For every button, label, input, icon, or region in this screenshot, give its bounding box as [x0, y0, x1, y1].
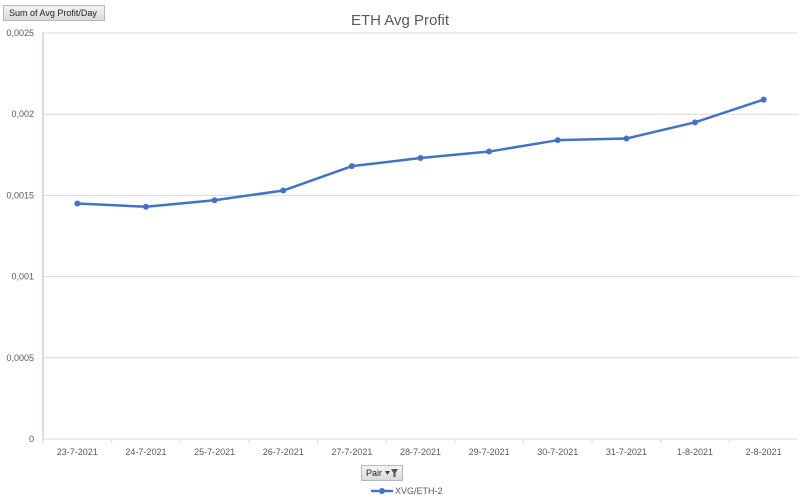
x-tick-label: 29-7-2021 — [469, 447, 510, 457]
data-point — [142, 203, 149, 210]
data-point — [623, 135, 630, 142]
filter-icon — [385, 469, 398, 477]
x-tick-label: 24-7-2021 — [125, 447, 166, 457]
data-point — [74, 200, 81, 207]
x-tick-label: 2-8-2021 — [746, 447, 782, 457]
y-tick-label: 0,002 — [11, 109, 34, 119]
x-axis: 23-7-2021 24-7-2021 25-7-2021 26-7-2021 27-7… — [42, 438, 798, 457]
x-tick-label: 23-7-2021 — [57, 447, 98, 457]
y-tick-label: 0,001 — [11, 272, 34, 282]
x-tick-label: 27-7-2021 — [331, 447, 372, 457]
chart-title: ETH Avg Profit — [350, 12, 450, 29]
x-tick-label: 31-7-2021 — [606, 447, 647, 457]
data-point — [554, 137, 561, 144]
data-point — [348, 163, 355, 170]
y-axis: 0 0,0005 0,001 0,0015 0,002 0,0025 — [6, 28, 44, 444]
data-point — [486, 148, 493, 155]
y-tick-label: 0,0025 — [6, 28, 34, 38]
series-line — [77, 98, 765, 209]
series-layer — [74, 96, 767, 210]
y-tick-label: 0 — [29, 434, 34, 444]
data-point — [760, 96, 767, 103]
legend: XVG/ETH-2 — [370, 485, 443, 497]
gridlines — [43, 32, 798, 359]
x-tick-label: 28-7-2021 — [400, 447, 441, 457]
pair-filter-label: Pair — [366, 468, 383, 478]
legend-label: XVG/ETH-2 — [395, 486, 443, 496]
x-tick-label: 25-7-2021 — [194, 447, 235, 457]
legend-swatch-icon — [371, 488, 393, 494]
pair-filter-button[interactable]: Pair — [361, 465, 403, 481]
x-tick-label: 1-8-2021 — [677, 447, 713, 457]
value-field-button[interactable]: Sum of Avg Profit/Day — [3, 5, 105, 21]
y-tick-label: 0,0005 — [6, 353, 34, 363]
x-tick-label: 26-7-2021 — [263, 447, 304, 457]
y-tick-label: 0,0015 — [6, 190, 34, 200]
data-point — [417, 155, 424, 162]
data-point — [211, 197, 218, 204]
data-point — [692, 119, 699, 126]
x-tick-label: 30-7-2021 — [537, 447, 578, 457]
data-point — [280, 187, 287, 194]
